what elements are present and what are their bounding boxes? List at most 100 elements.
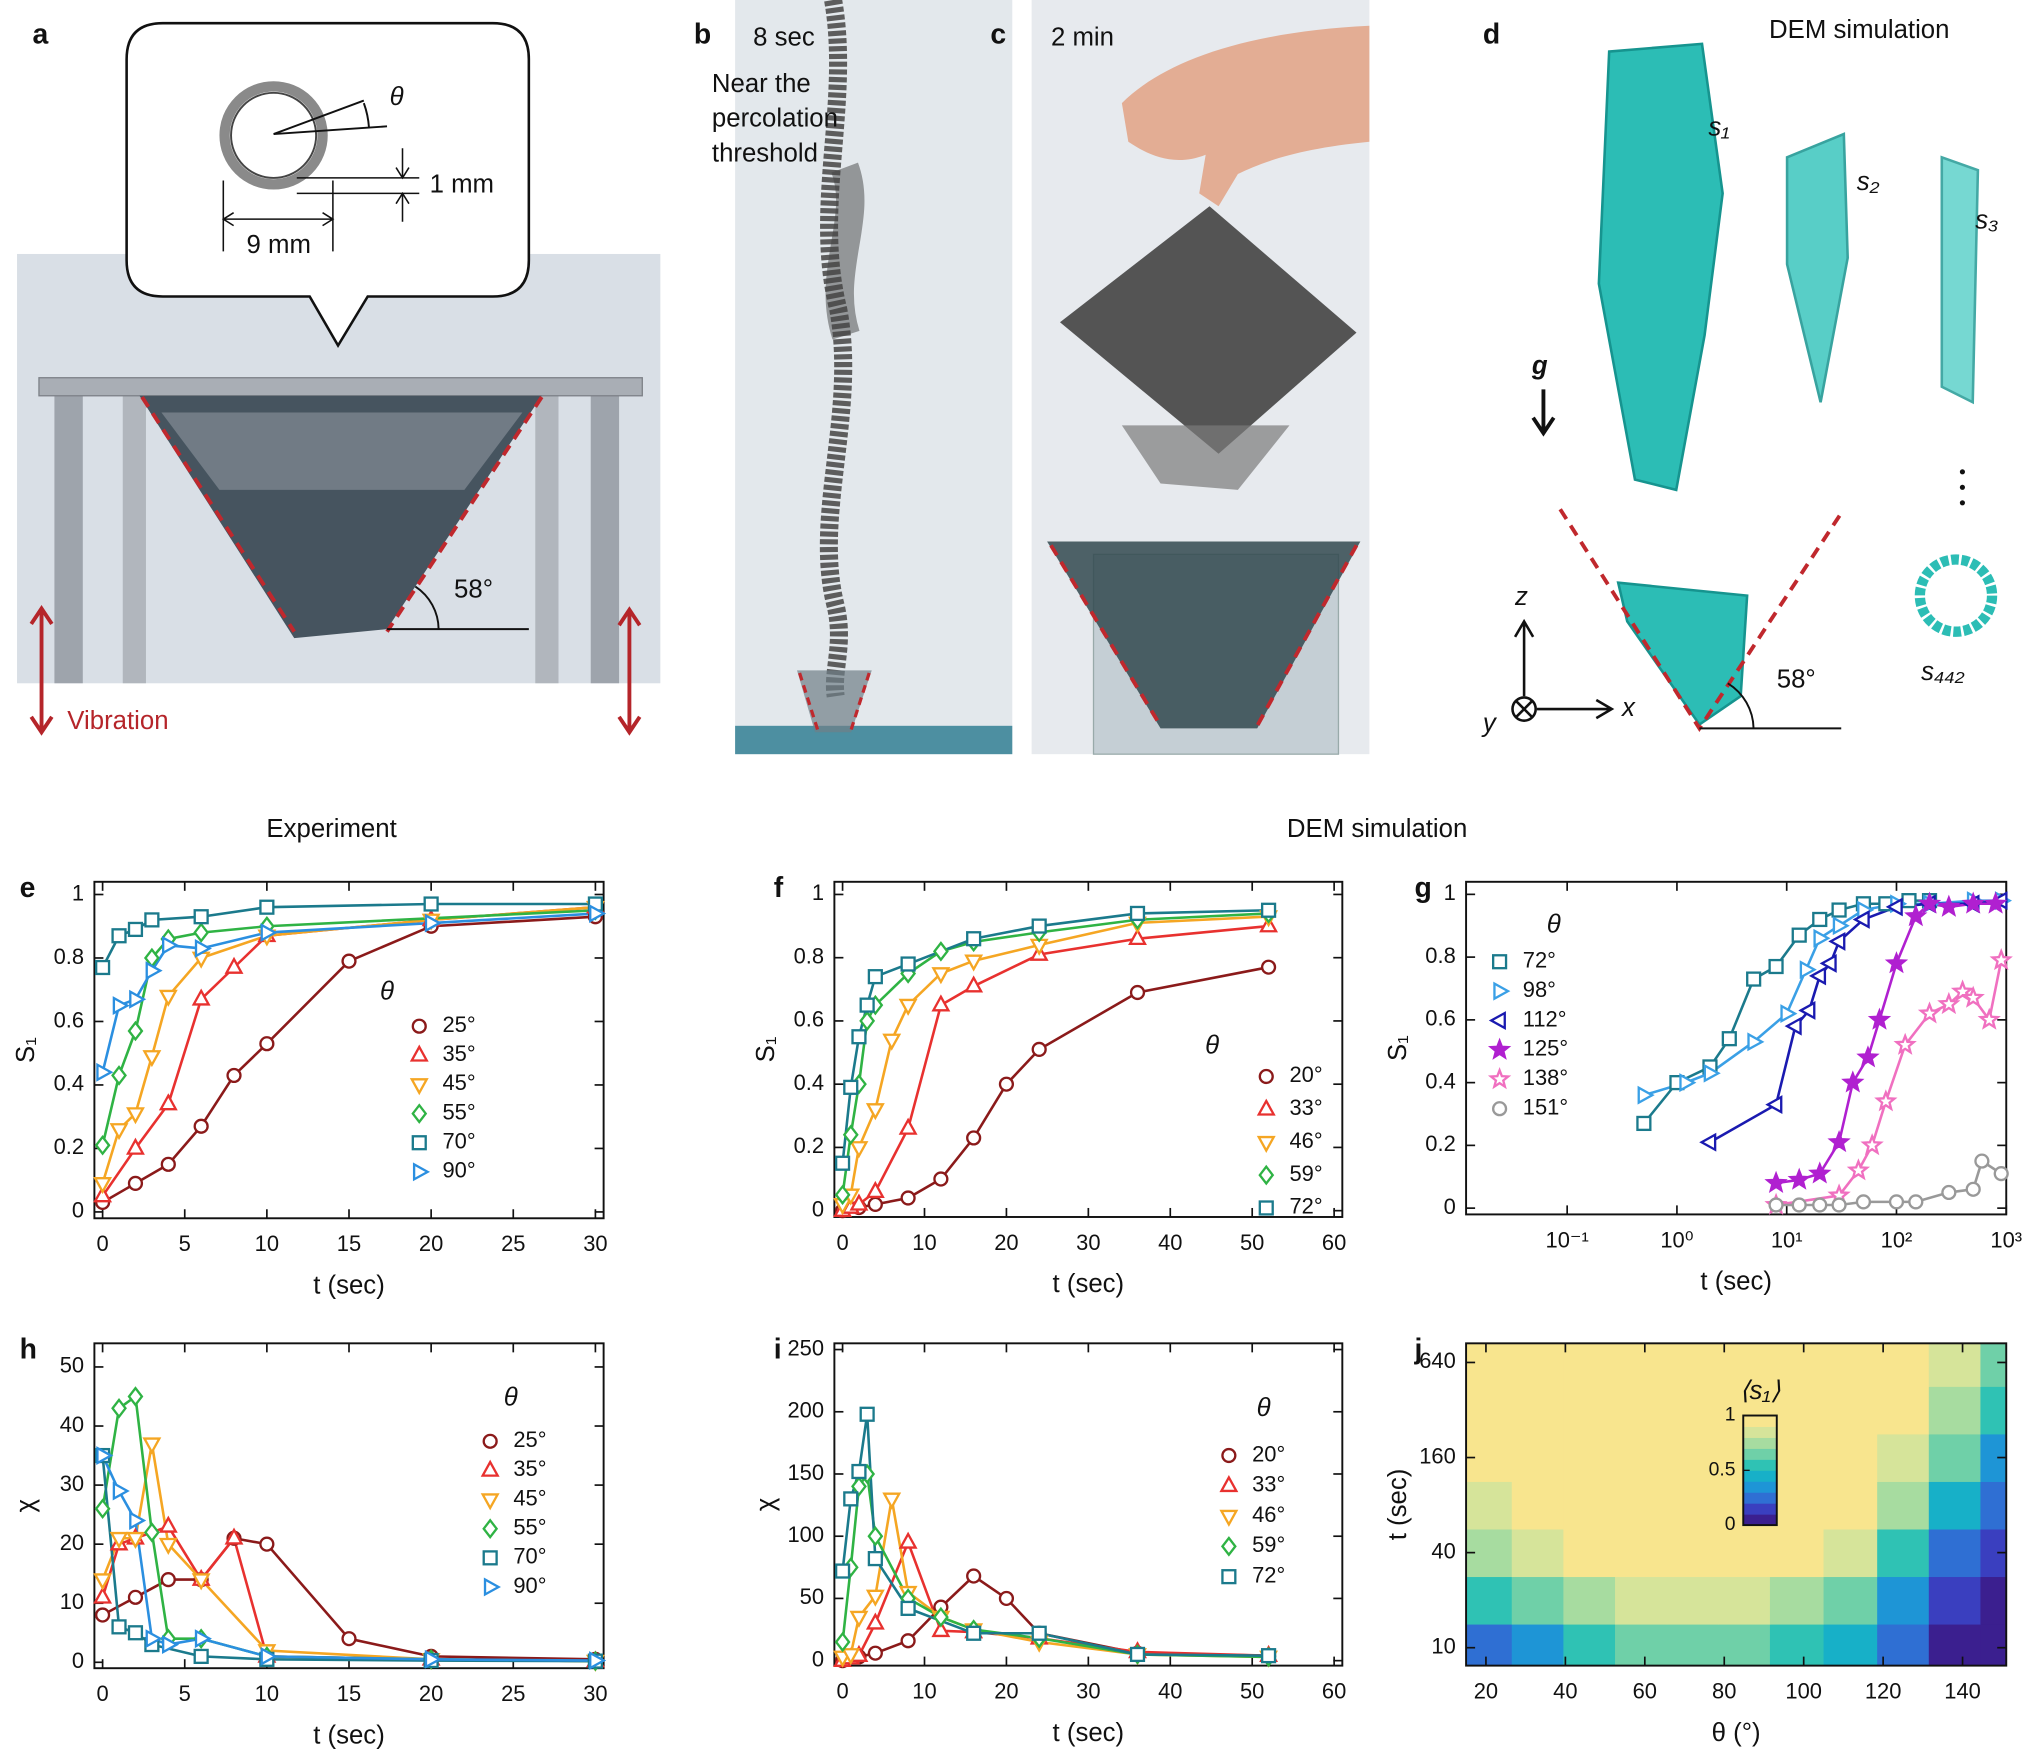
marker [1746,971,1762,987]
x-tick-label: 5 [179,1231,191,1256]
legend-label: 46° [1252,1502,1285,1527]
heat-cell [1823,1528,1878,1578]
marker [834,1631,851,1653]
marker [882,1492,902,1510]
marker [1867,1007,1892,1030]
y-axis-label: S₁ [1384,1035,1412,1061]
x-tick-label: 10 [912,1230,936,1255]
y-tick-label: 0.4 [54,1071,84,1096]
marker [900,1600,916,1616]
marker [865,1589,885,1607]
heat-cell [1928,1623,1982,1667]
heat-cell [1666,1433,1719,1482]
cluster [1940,155,1980,405]
y-tick-label: 0.8 [1425,943,1455,968]
marker [932,1606,949,1628]
marker [1855,1194,1872,1210]
heat-cell [1877,1386,1930,1435]
heat-cell [1769,1433,1825,1482]
heat-cell [1563,1433,1616,1482]
heat-cell [1769,1528,1825,1578]
marker [111,928,127,944]
marker [158,1093,178,1111]
gravity-arrow [1531,389,1556,437]
marker [158,1515,178,1533]
heat-cell [1466,1386,1513,1435]
colorbar-swatch [1743,1437,1777,1449]
heat-cell [1511,1343,1565,1387]
marker [1941,1184,1957,1201]
legend-label: 70° [442,1129,475,1154]
photo-background [735,0,1013,755]
series-line [1709,899,2002,1144]
heat-cell [1823,1576,1878,1625]
legend-marker [1219,1475,1239,1493]
colorbar-tick-label: 0.5 [1709,1459,1736,1480]
time-label: 8 sec [753,23,815,51]
marker [589,904,607,923]
marker [1993,1166,2009,1182]
marker [126,1137,145,1155]
heat-cell [1877,1481,1930,1530]
panel-a: 58° Vibration θ 1 mm 9 mm a [17,19,661,736]
heat-cell [1823,1433,1878,1482]
legend-label: 33° [1252,1472,1285,1497]
y-tick-label: 40 [60,1412,84,1437]
marker [1679,1073,1697,1093]
marker [1831,902,1847,918]
section-title: DEM simulation [1287,815,1467,843]
marker [127,921,144,938]
x-tick-label: 40 [1553,1678,1577,1703]
chain-bulge [825,162,865,340]
heat-cell [1718,1528,1771,1578]
legend-label: 72° [1523,948,1556,973]
heat-cell [1877,1433,1930,1482]
marker [1937,991,1961,1015]
marker [341,953,357,969]
x-tick-label: 30 [583,1681,607,1706]
axis-label: y [1481,709,1498,737]
marker [1799,960,1817,980]
leg [122,386,146,684]
chain [819,0,853,698]
marker [1852,910,1870,929]
legend-marker [409,1044,429,1062]
heat-cell [1928,1481,1982,1530]
marker [1846,1158,1871,1181]
marker [966,931,982,947]
marker [1983,891,2008,914]
heat-cell [1563,1386,1616,1435]
x-tick-label: 30 [1076,1678,1100,1703]
marker [842,1124,859,1146]
panel-letter: c [990,19,1006,51]
legend-title: θ [504,1384,518,1412]
x-tick-label: 20 [419,1681,443,1706]
marker [109,1123,129,1141]
heat-cell [1928,1343,1982,1387]
marker [1961,985,1985,1008]
legend-marker [482,1518,499,1539]
marker [834,1184,851,1206]
marker [1812,1197,1828,1213]
heat-cell [1615,1528,1668,1578]
x-axis-label: θ (°) [1712,1719,1761,1747]
marker [158,989,178,1007]
angle-arc [414,585,440,630]
y-tick-label: 200 [788,1398,825,1423]
legend-label: 55° [513,1514,546,1539]
marker [859,1010,876,1032]
marker [260,923,278,943]
x-tick-label: 25 [501,1231,525,1256]
marker [1828,931,1846,951]
heat-cell [1980,1481,2007,1530]
x-tick-label: 100 [1785,1678,1822,1703]
marker [1129,984,1146,1001]
angle-label: 58° [454,575,493,603]
y-tick-label: 160 [1419,1443,1456,1468]
marker [1260,959,1277,975]
marker [259,899,275,915]
marker [1721,1031,1737,1047]
series-line [101,909,596,1146]
